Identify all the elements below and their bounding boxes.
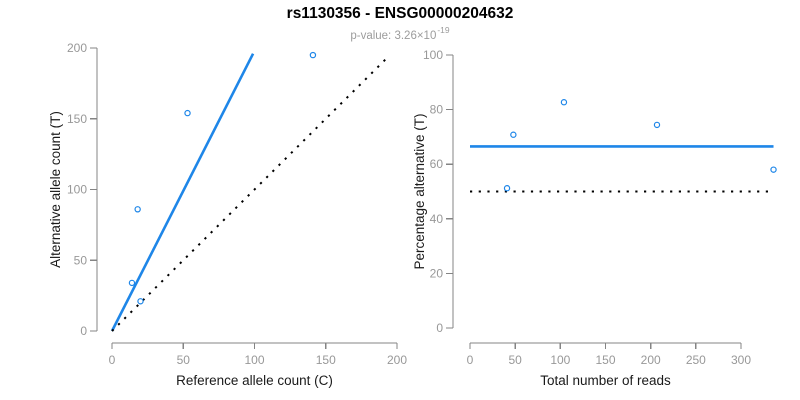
data-point: [770, 166, 777, 173]
x-tick-label: 0: [467, 353, 474, 367]
y-tick-label: 100: [67, 183, 87, 197]
y-tick-label: 100: [423, 48, 443, 62]
fitted-ratio-line: [110, 53, 255, 332]
x-tick-label: 300: [731, 353, 751, 367]
identity-line: [111, 55, 390, 332]
data-point: [134, 206, 141, 213]
x-axis: 0 50 100 150 200: [109, 342, 407, 367]
pvalue-exponent: -19: [437, 25, 450, 35]
data-point: [653, 121, 661, 129]
data-point: [503, 185, 511, 192]
y-tick-label: 150: [67, 112, 87, 126]
x-tick-label: 100: [550, 353, 570, 367]
y-tick-label: 40: [430, 212, 444, 226]
y-axis-label: Alternative allele count (T): [48, 111, 63, 268]
x-tick-label: 0: [109, 353, 116, 367]
figure-title: rs1130356 - ENSG00000204632: [286, 5, 514, 22]
x-tick-label: 200: [387, 353, 407, 367]
data-point: [184, 109, 191, 117]
left-plot: 0 50 100 150 200 0 50 100 150 200 Reference allele…: [48, 41, 407, 388]
y-tick-label: 20: [430, 266, 444, 280]
x-tick-label: 150: [595, 353, 615, 367]
x-axis-label: Reference allele count (C): [176, 373, 333, 388]
data-point: [137, 298, 144, 305]
data-point: [309, 51, 317, 59]
x-axis: 0 50 100 150 200 250 300: [467, 342, 751, 367]
pvalue-text: p-value: 3.26×10: [350, 30, 437, 42]
right-plot: 0 20 40 60 80 100 0 50 100 150 200 250 300 Total numb…: [412, 48, 777, 388]
x-tick-label: 100: [244, 353, 264, 367]
y-axis-label: Percentage alternative (T): [412, 113, 427, 269]
y-tick-label: 60: [430, 157, 444, 171]
x-axis-label: Total number of reads: [540, 373, 671, 388]
y-tick-label: 80: [430, 103, 444, 117]
x-tick-label: 150: [316, 353, 336, 367]
figure-subtitle: p-value: 3.26×10-19: [0, 25, 800, 42]
y-tick-label: 50: [74, 253, 88, 267]
y-tick-label: 0: [436, 321, 443, 335]
data-point: [510, 131, 517, 138]
data-point: [560, 99, 568, 106]
y-axis: 0 20 40 60 80 100: [423, 48, 454, 335]
y-tick-label: 200: [67, 41, 87, 55]
data-point: [128, 279, 136, 287]
x-tick-label: 50: [177, 353, 191, 367]
x-tick-label: 50: [508, 353, 522, 367]
y-tick-label: 0: [80, 324, 87, 338]
x-tick-label: 200: [641, 353, 661, 367]
y-axis: 0 50 100 150 200: [67, 41, 98, 338]
x-tick-label: 250: [686, 353, 706, 367]
